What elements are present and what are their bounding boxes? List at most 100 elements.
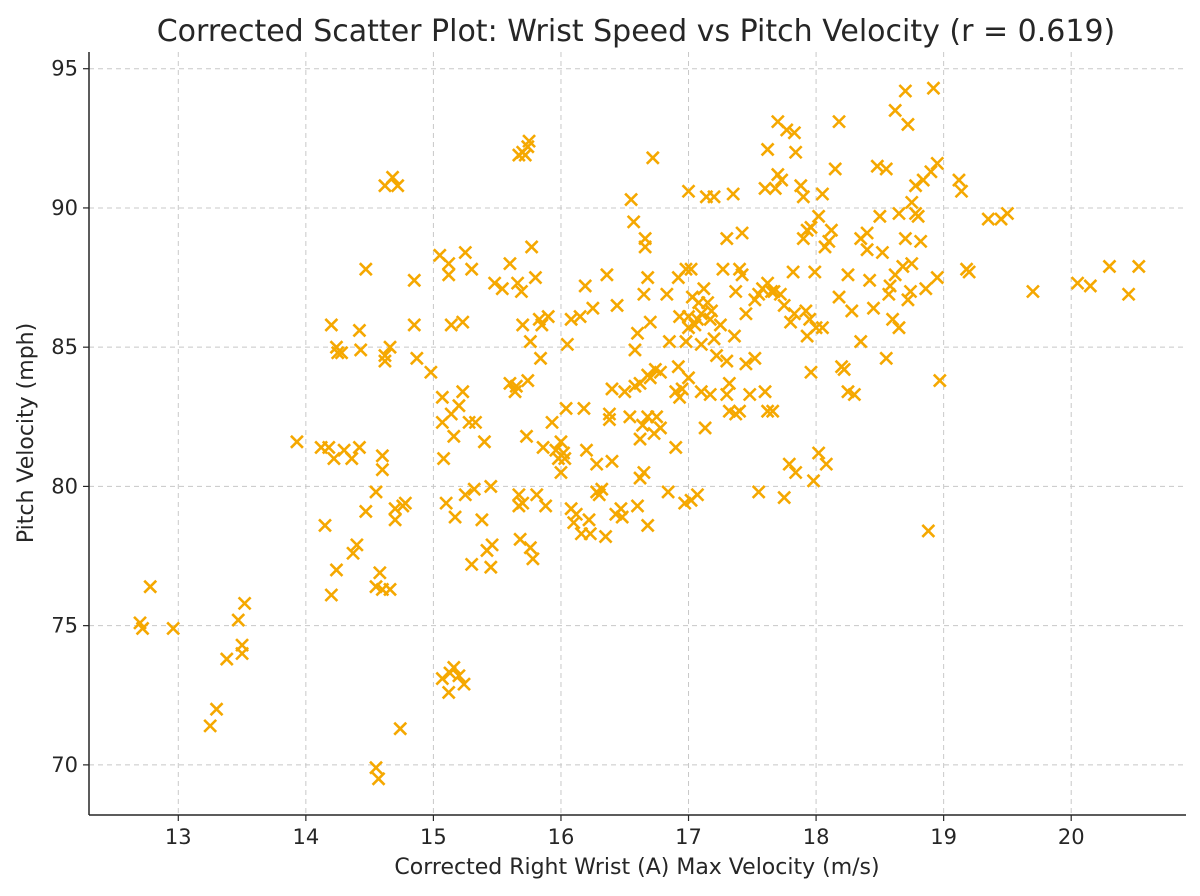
data-point-stroke: [578, 278, 593, 293]
data-point-stroke: [455, 384, 470, 399]
x-tick-label: 14: [292, 825, 319, 849]
data-point: [383, 340, 397, 355]
data-point-stroke: [832, 290, 846, 304]
data-point-stroke: [554, 465, 568, 480]
data-point: [528, 270, 543, 285]
data-point-stroke: [477, 434, 492, 449]
data-point: [844, 304, 859, 318]
data-point: [573, 309, 588, 324]
data-point: [375, 448, 390, 463]
data-point-stroke: [932, 373, 947, 388]
data-point: [523, 540, 538, 555]
data-point: [662, 334, 677, 349]
data-point-stroke: [219, 652, 234, 666]
data-point: [441, 256, 456, 271]
y-tick-label: 85: [51, 335, 78, 359]
data-point-stroke: [524, 240, 539, 254]
data-point: [892, 206, 906, 221]
data-point-stroke: [918, 281, 933, 296]
data-point-stroke: [793, 178, 808, 193]
data-point: [372, 565, 387, 580]
data-point: [529, 487, 544, 502]
data-point: [390, 178, 405, 193]
data-point: [451, 398, 466, 413]
data-point: [525, 551, 540, 566]
data-point-stroke: [700, 295, 715, 310]
data-point-stroke: [758, 181, 772, 196]
data-point-stroke: [573, 309, 588, 324]
data-point: [577, 401, 591, 416]
data-point-stroke: [602, 407, 617, 421]
data-point: [346, 546, 360, 561]
x-tick-label: 20: [1058, 825, 1085, 849]
data-point-stroke: [398, 496, 413, 511]
data-point: [1070, 276, 1085, 291]
data-point: [446, 660, 461, 675]
data-point: [435, 671, 450, 686]
data-point: [841, 267, 855, 282]
data-point: [709, 348, 724, 363]
data-point: [235, 638, 249, 653]
data-point: [1000, 206, 1015, 221]
data-point-stroke: [326, 451, 341, 466]
data-point-stroke: [203, 718, 218, 733]
data-point: [954, 184, 969, 199]
data-point: [605, 454, 619, 469]
data-point-stroke: [135, 621, 150, 636]
data-point: [495, 281, 510, 296]
data-point-stroke: [930, 156, 945, 171]
data-point: [388, 501, 403, 516]
data-point-stroke: [514, 284, 529, 299]
data-point: [458, 487, 473, 502]
data-point-stroke: [1000, 206, 1015, 221]
data-point: [344, 451, 359, 466]
data-point: [598, 529, 613, 544]
data-point: [536, 440, 551, 455]
data-points: [133, 81, 1146, 786]
data-point-stroke: [908, 178, 923, 193]
data-point-stroke: [716, 262, 730, 277]
data-point-stroke: [726, 187, 741, 201]
data-point-stroke: [786, 265, 801, 279]
data-point-stroke: [630, 498, 645, 513]
data-point: [981, 212, 996, 226]
data-point-stroke: [923, 164, 938, 179]
data-point: [727, 329, 742, 343]
data-point: [518, 148, 533, 162]
data-point-stroke: [662, 334, 677, 349]
data-point-stroke: [675, 382, 690, 396]
data-point-stroke: [385, 170, 400, 185]
data-point: [911, 209, 926, 224]
data-point: [441, 267, 456, 282]
data-point: [739, 306, 753, 321]
data-point: [815, 187, 830, 201]
data-point-stroke: [378, 348, 392, 363]
data-point-stroke: [615, 510, 630, 524]
data-point-stroke: [788, 465, 803, 480]
data-point: [358, 262, 373, 277]
data-point-stroke: [783, 315, 798, 330]
data-point: [393, 721, 408, 736]
data-point-stroke: [694, 337, 709, 352]
data-point: [520, 373, 535, 388]
data-point-stroke: [872, 209, 887, 224]
data-point: [788, 145, 803, 160]
data-point: [866, 301, 881, 316]
data-point-stroke: [436, 451, 451, 466]
data-point: [837, 362, 852, 377]
data-point-stroke: [672, 390, 687, 405]
data-point: [464, 262, 479, 277]
data-point: [901, 117, 915, 132]
data-point: [895, 259, 910, 274]
data-point-stroke: [598, 529, 613, 544]
data-point: [962, 265, 977, 279]
data-point-stroke: [485, 537, 500, 552]
data-point-stroke: [583, 526, 598, 541]
data-point-stroke: [503, 256, 517, 271]
data-point: [796, 231, 811, 246]
data-point-stroke: [679, 334, 693, 349]
data-point-stroke: [773, 287, 788, 302]
data-point: [487, 276, 502, 291]
data-point: [166, 621, 181, 636]
data-point: [602, 412, 617, 427]
